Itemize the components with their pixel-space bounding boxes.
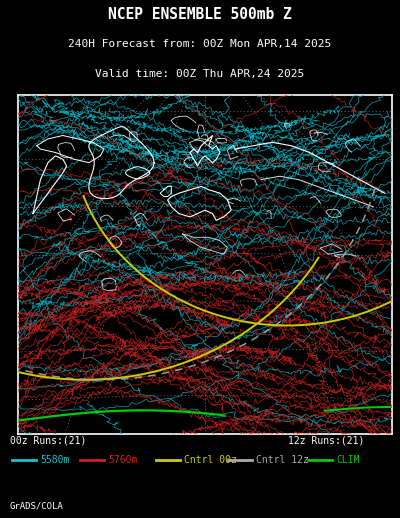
Text: Cntrl 00z: Cntrl 00z (184, 455, 237, 465)
Text: 240H Forecast from: 00Z Mon APR,14 2025: 240H Forecast from: 00Z Mon APR,14 2025 (68, 39, 332, 49)
Text: CLIM: CLIM (336, 455, 360, 465)
Text: 00z Runs:(21): 00z Runs:(21) (10, 435, 86, 445)
Text: 5580m: 5580m (40, 455, 69, 465)
Text: GrADS/COLA: GrADS/COLA (10, 502, 64, 511)
Text: 12z Runs:(21): 12z Runs:(21) (288, 435, 364, 445)
Text: Cntrl 12z: Cntrl 12z (256, 455, 309, 465)
Text: NCEP ENSEMBLE 500mb Z: NCEP ENSEMBLE 500mb Z (108, 7, 292, 22)
Text: Valid time: 00Z Thu APR,24 2025: Valid time: 00Z Thu APR,24 2025 (95, 69, 305, 79)
Text: 5760m: 5760m (108, 455, 137, 465)
